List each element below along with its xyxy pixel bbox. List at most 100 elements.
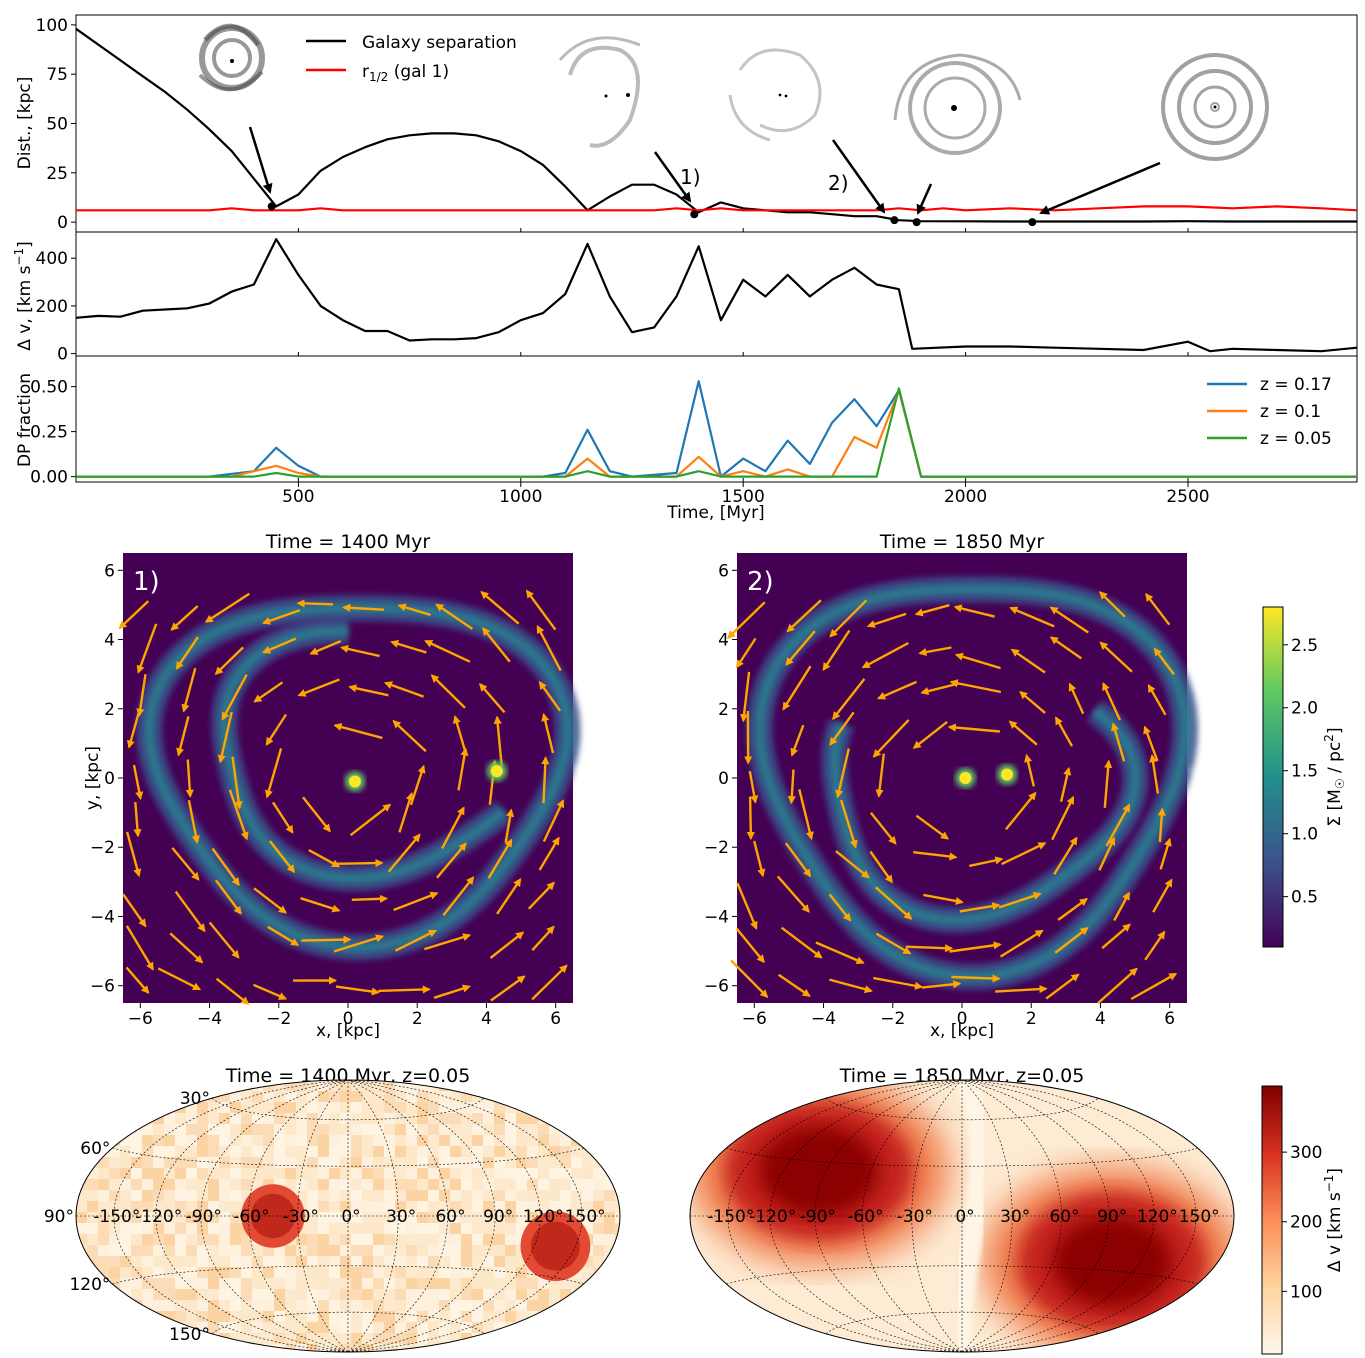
sky-pixel (571, 1135, 582, 1146)
sky-pixel (615, 1278, 620, 1289)
sky-pixel (582, 1223, 593, 1234)
x-tick-label: 6 (550, 1009, 561, 1029)
sky-pixel (186, 1102, 197, 1113)
velocity-arrow (125, 925, 154, 971)
sky-pixel (175, 1300, 186, 1311)
sky-pixel (582, 1267, 593, 1278)
sky-pixel (417, 1333, 428, 1344)
sky-pixel (351, 1179, 362, 1190)
sky-pixel (373, 1135, 384, 1146)
sky-pixel (538, 1102, 549, 1113)
sky-pixel (494, 1223, 505, 1234)
sky-pixel (450, 1311, 461, 1322)
sky-pixel (340, 1179, 351, 1190)
sky-pixel (197, 1223, 208, 1234)
sky-pixel (109, 1344, 120, 1352)
sky-pixel (164, 1311, 175, 1322)
sky-pixel (593, 1190, 604, 1201)
sky-pixel (549, 1179, 560, 1190)
sky-pixel (516, 1135, 527, 1146)
sky-pixel (142, 1179, 153, 1190)
dv-lobe-core (758, 1125, 879, 1216)
sky-pixel (604, 1311, 615, 1322)
sky-pixel (450, 1278, 461, 1289)
sky-pixel (483, 1135, 494, 1146)
meridian-line (347, 1080, 583, 1352)
velocity-arrow (748, 770, 759, 804)
sky-pixel (384, 1168, 395, 1179)
sky-pixel (318, 1212, 329, 1223)
sky-pixel (329, 1223, 340, 1234)
velocity-arrow (430, 674, 466, 709)
sky-pixel (87, 1102, 98, 1113)
sky-pixel (362, 1256, 373, 1267)
sky-pixel (582, 1080, 593, 1091)
x-tick-label: 2 (412, 1009, 423, 1029)
sky-pixel (615, 1223, 620, 1234)
sky-pixel (582, 1102, 593, 1113)
sky-pixel (120, 1311, 131, 1322)
sky-pixel (263, 1289, 274, 1300)
sky-pixel (417, 1146, 428, 1157)
sky-pixel (560, 1344, 571, 1352)
sky-pixel (593, 1102, 604, 1113)
sky-pixel (219, 1234, 230, 1245)
sky-pixel (593, 1289, 604, 1300)
sky-pixel (120, 1344, 131, 1352)
sky-pixel (318, 1311, 329, 1322)
sky-pixel (153, 1278, 164, 1289)
sky-pixel (120, 1234, 131, 1245)
sky-pixel (98, 1124, 109, 1135)
sky-pixel (615, 1289, 620, 1300)
velocity-arrow (348, 684, 389, 697)
sky-pixel (406, 1256, 417, 1267)
velocity-arrow (214, 879, 242, 915)
sky-pixel (538, 1124, 549, 1135)
sky-pixel (120, 1267, 131, 1278)
sky-pixel (538, 1091, 549, 1102)
sky-pixel (384, 1080, 395, 1091)
sky-pixel (219, 1344, 230, 1352)
sky-pixel (450, 1267, 461, 1278)
sky-pixel (329, 1256, 340, 1267)
sky-pixel (241, 1102, 252, 1113)
sky-pixel (516, 1190, 527, 1201)
sky-pixel (582, 1190, 593, 1201)
sky-pixel (120, 1091, 131, 1102)
velocity-arrow (1113, 891, 1131, 922)
sky-pixel (582, 1322, 593, 1333)
sky-pixel (120, 1256, 131, 1267)
sky-pixel (219, 1289, 230, 1300)
sky-pixel (406, 1113, 417, 1124)
sky-pixel (252, 1322, 263, 1333)
sky-pixel (296, 1333, 307, 1344)
sky-pixel (362, 1091, 373, 1102)
velocity-arrow (829, 978, 873, 994)
velocity-arrow (954, 652, 1001, 670)
velocity-arrow (394, 929, 438, 952)
sky-pixel (120, 1223, 131, 1234)
sky-pixel (395, 1168, 406, 1179)
sky-pixel (417, 1267, 428, 1278)
sky-pixel (461, 1322, 472, 1333)
sky-pixel (109, 1278, 120, 1289)
velocity-arrow (1153, 647, 1175, 676)
sky-pixel (340, 1223, 351, 1234)
sky-pixel (175, 1245, 186, 1256)
sky-pixel (164, 1124, 175, 1135)
longitude-label: 60° (435, 1207, 465, 1227)
sky-pixel (241, 1190, 252, 1201)
sky-pixel (197, 1278, 208, 1289)
sky-pixel (384, 1146, 395, 1157)
sky-pixel (516, 1201, 527, 1212)
sky-pixel (340, 1212, 351, 1223)
sky-pixel (296, 1234, 307, 1245)
sky-pixel (428, 1278, 439, 1289)
sky-pixel (494, 1124, 505, 1135)
sky-pixel (307, 1234, 318, 1245)
sky-pixel (516, 1091, 527, 1102)
sky-pixel (285, 1256, 296, 1267)
sky-pixel (274, 1256, 285, 1267)
sky-pixel (527, 1201, 538, 1212)
sky-pixel (527, 1190, 538, 1201)
